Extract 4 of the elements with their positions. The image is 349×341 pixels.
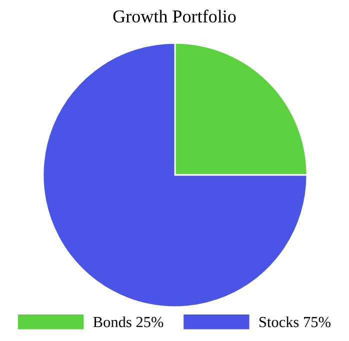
chart-title: Growth Portfolio [113, 10, 236, 23]
legend-label: Stocks 75% [259, 316, 330, 328]
pie-slice [42, 42, 308, 308]
legend-label: Bonds 25% [93, 316, 164, 328]
